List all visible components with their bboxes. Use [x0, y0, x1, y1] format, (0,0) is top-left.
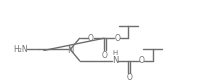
Text: N: N — [112, 56, 119, 65]
Text: O: O — [139, 56, 144, 65]
Text: N: N — [67, 46, 73, 55]
Text: H: H — [113, 50, 118, 56]
Text: O: O — [102, 51, 108, 60]
Text: O: O — [126, 73, 132, 82]
Text: H₂N: H₂N — [13, 45, 28, 54]
Text: O: O — [114, 34, 120, 43]
Text: O: O — [88, 34, 94, 43]
